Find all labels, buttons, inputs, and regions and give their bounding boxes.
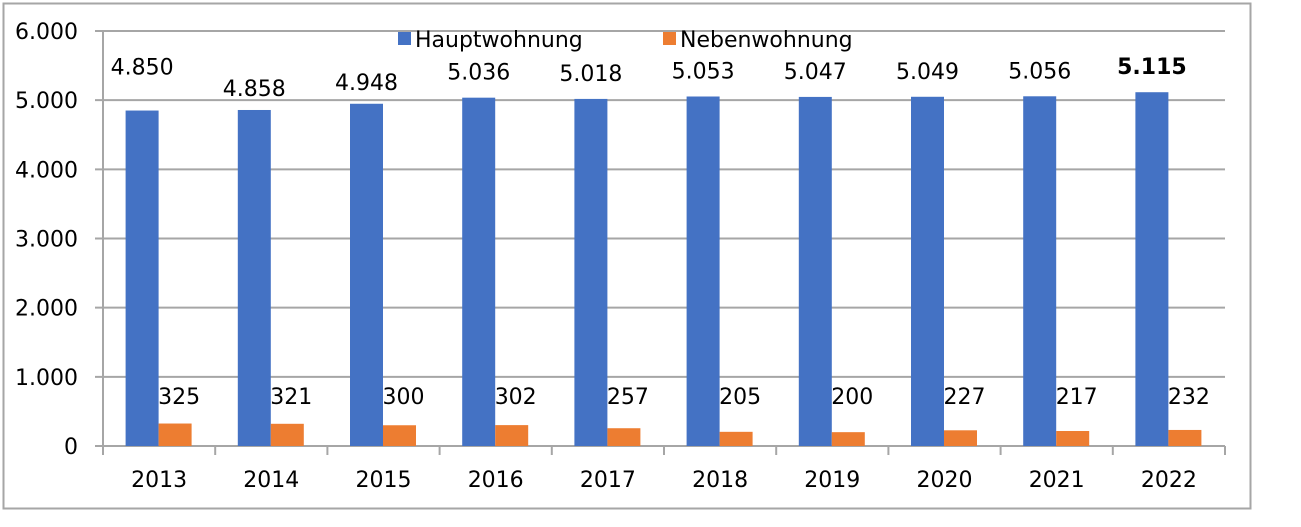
x-tick-label: 2018: [692, 468, 748, 493]
x-tick-label: 2014: [243, 468, 299, 493]
x-tick-label: 2016: [468, 468, 524, 493]
bar-nebenwohnung: [383, 425, 416, 446]
x-tick-label: 2017: [580, 468, 636, 493]
data-label: 4.948: [335, 71, 398, 96]
bar-nebenwohnung: [270, 423, 304, 446]
x-tick-label: 2022: [1141, 468, 1197, 493]
bar-nebenwohnung: [158, 423, 192, 446]
bar-hauptwohnung: [237, 109, 271, 446]
bar-hauptwohnung: [686, 96, 720, 447]
data-label: 5.049: [896, 60, 959, 85]
y-tick-label: 4.000: [15, 158, 78, 183]
x-tick-label: 2020: [917, 468, 973, 493]
data-label: 205: [719, 385, 761, 410]
y-tick-label: 6.000: [15, 20, 78, 45]
bar-hauptwohnung: [574, 98, 608, 447]
bar-nebenwohnung: [719, 431, 753, 446]
data-label: 227: [944, 385, 986, 410]
bar-hauptwohnung: [1023, 96, 1057, 446]
data-label: 200: [831, 385, 873, 410]
data-label: 5.018: [559, 62, 622, 87]
data-label: 257: [607, 385, 649, 410]
bar-nebenwohnung: [1056, 430, 1090, 446]
bar-nebenwohnung: [831, 432, 865, 446]
bar-nebenwohnung: [944, 430, 977, 446]
data-label: 5.036: [447, 61, 510, 86]
data-label: 300: [383, 385, 425, 410]
bar-hauptwohnung: [798, 96, 832, 446]
bar-hauptwohnung: [350, 103, 383, 446]
x-tick-label: 2021: [1029, 468, 1085, 493]
bar-hauptwohnung: [911, 96, 944, 446]
data-label: 321: [270, 385, 312, 410]
bar-nebenwohnung: [607, 428, 641, 446]
bar-hauptwohnung: [125, 110, 159, 447]
data-label: 5.053: [672, 60, 735, 85]
y-tick-label: 0: [64, 435, 78, 460]
x-tick-label: 2019: [804, 468, 860, 493]
y-tick-label: 5.000: [15, 89, 78, 114]
x-tick-label: 2013: [131, 468, 187, 493]
legend-swatch: [663, 32, 676, 45]
legend-label: Hauptwohnung: [415, 28, 583, 53]
data-label: 302: [495, 385, 537, 410]
data-label: 4.858: [223, 77, 286, 102]
bar-hauptwohnung: [462, 97, 496, 446]
y-tick-label: 2.000: [15, 297, 78, 322]
y-tick-label: 1.000: [15, 366, 78, 391]
bar-nebenwohnung: [1168, 429, 1202, 446]
x-tick-label: 2015: [356, 468, 412, 493]
legend: Hauptwohnung Nebenwohnung: [398, 28, 853, 53]
data-label: 5.115: [1117, 55, 1187, 80]
data-label: 217: [1056, 385, 1098, 410]
legend-label: Nebenwohnung: [680, 28, 853, 53]
bar-nebenwohnung: [495, 425, 529, 446]
data-label: 325: [158, 385, 200, 410]
data-label: 5.047: [784, 60, 847, 85]
bar-hauptwohnung: [1135, 92, 1169, 447]
data-label: 232: [1168, 385, 1210, 410]
legend-swatch: [398, 32, 411, 45]
data-label: 5.056: [1008, 59, 1071, 84]
data-label: 4.850: [111, 56, 174, 81]
y-tick-label: 3.000: [15, 228, 78, 253]
